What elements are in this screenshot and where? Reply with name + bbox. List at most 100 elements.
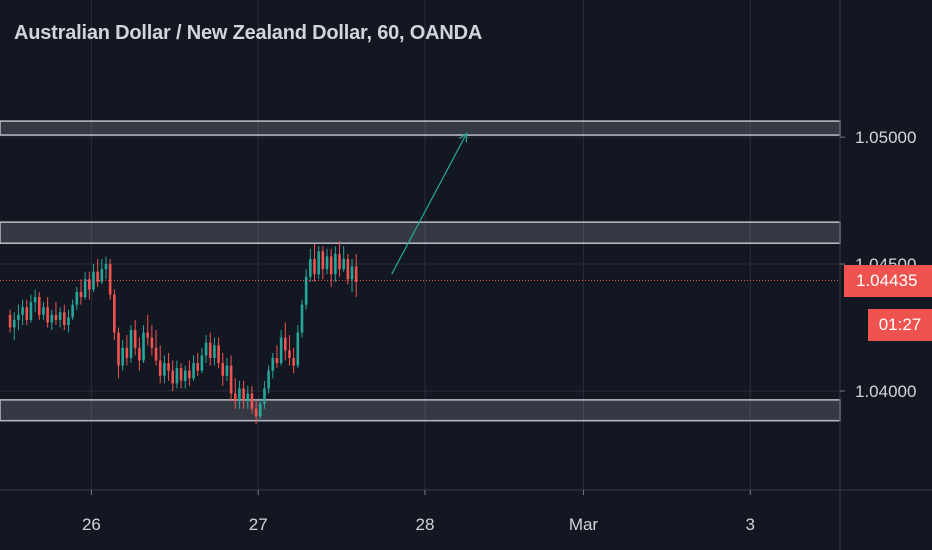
candle[interactable]: [92, 264, 95, 292]
candle[interactable]: [33, 289, 37, 313]
candle[interactable]: [163, 355, 166, 384]
candle[interactable]: [154, 330, 158, 366]
candle-body: [229, 365, 233, 394]
candle[interactable]: [83, 271, 87, 300]
candle[interactable]: [142, 324, 145, 364]
candle[interactable]: [88, 271, 91, 300]
candle[interactable]: [179, 363, 183, 389]
candle[interactable]: [300, 299, 304, 338]
candle[interactable]: [158, 345, 162, 384]
candle-body: [208, 342, 212, 358]
candle[interactable]: [188, 360, 191, 386]
candle[interactable]: [354, 253, 358, 298]
candle[interactable]: [146, 314, 149, 346]
candle[interactable]: [279, 330, 283, 366]
candle[interactable]: [342, 246, 345, 272]
candle[interactable]: [192, 355, 195, 381]
candle[interactable]: [250, 385, 254, 414]
candle[interactable]: [54, 302, 58, 325]
candle[interactable]: [246, 385, 250, 409]
candle[interactable]: [254, 401, 258, 424]
candle[interactable]: [100, 258, 104, 285]
candle[interactable]: [200, 347, 204, 374]
candle[interactable]: [117, 327, 120, 379]
candle-body: [246, 393, 250, 402]
candle-body: [221, 363, 225, 376]
candle[interactable]: [271, 352, 275, 379]
candle[interactable]: [238, 380, 241, 409]
candle[interactable]: [217, 337, 220, 369]
candle[interactable]: [213, 337, 216, 366]
candle[interactable]: [8, 309, 12, 333]
candle-body: [321, 251, 325, 270]
candle[interactable]: [208, 332, 212, 366]
candle-body: [96, 271, 99, 282]
candle[interactable]: [42, 302, 45, 320]
candle[interactable]: [167, 352, 170, 381]
candle[interactable]: [258, 398, 262, 419]
candle[interactable]: [133, 319, 137, 356]
candle-body: [8, 314, 12, 328]
candle[interactable]: [325, 248, 329, 275]
candle[interactable]: [313, 243, 316, 282]
candle[interactable]: [21, 299, 24, 325]
candle[interactable]: [71, 299, 74, 320]
candle[interactable]: [150, 324, 154, 356]
candle[interactable]: [275, 345, 279, 369]
candle[interactable]: [175, 360, 179, 389]
candle[interactable]: [104, 256, 108, 280]
candle[interactable]: [183, 365, 187, 389]
candle[interactable]: [225, 357, 229, 381]
candle[interactable]: [121, 340, 124, 371]
candle[interactable]: [108, 258, 112, 300]
candle[interactable]: [233, 378, 237, 409]
candle[interactable]: [229, 355, 233, 402]
candle[interactable]: [67, 309, 70, 333]
candle[interactable]: [242, 380, 245, 409]
candle[interactable]: [334, 246, 337, 282]
candle[interactable]: [329, 248, 333, 287]
candle[interactable]: [196, 352, 200, 376]
candle[interactable]: [125, 335, 129, 366]
candle[interactable]: [171, 360, 175, 391]
candles[interactable]: [8, 241, 358, 424]
candle[interactable]: [37, 291, 41, 320]
candle[interactable]: [62, 304, 66, 331]
candle[interactable]: [79, 279, 83, 305]
candle-body: [346, 258, 350, 280]
candle-body: [100, 269, 104, 282]
candle-body: [279, 337, 283, 364]
candle[interactable]: [204, 335, 208, 364]
candle[interactable]: [288, 335, 291, 366]
candle[interactable]: [350, 258, 354, 292]
candle[interactable]: [129, 324, 133, 364]
candle-body: [67, 317, 70, 325]
candle[interactable]: [75, 286, 79, 310]
candle[interactable]: [292, 347, 295, 374]
candle[interactable]: [96, 258, 99, 287]
candle[interactable]: [304, 269, 308, 310]
candle[interactable]: [263, 380, 266, 409]
candle[interactable]: [321, 246, 325, 280]
candle[interactable]: [29, 294, 33, 323]
candle[interactable]: [46, 297, 49, 328]
candle[interactable]: [338, 241, 341, 277]
candle[interactable]: [17, 304, 20, 331]
candle[interactable]: [267, 365, 270, 394]
candle[interactable]: [284, 322, 287, 361]
candle[interactable]: [309, 248, 312, 282]
candle-body: [325, 256, 329, 270]
candle[interactable]: [138, 337, 141, 371]
candle[interactable]: [25, 299, 29, 325]
candle[interactable]: [50, 309, 54, 331]
candle[interactable]: [113, 289, 116, 341]
candle[interactable]: [296, 324, 300, 369]
candle[interactable]: [317, 246, 320, 280]
candle[interactable]: [346, 253, 350, 285]
candle[interactable]: [221, 352, 225, 386]
candle[interactable]: [58, 307, 62, 328]
candle-body: [304, 276, 308, 305]
candle[interactable]: [12, 312, 16, 341]
